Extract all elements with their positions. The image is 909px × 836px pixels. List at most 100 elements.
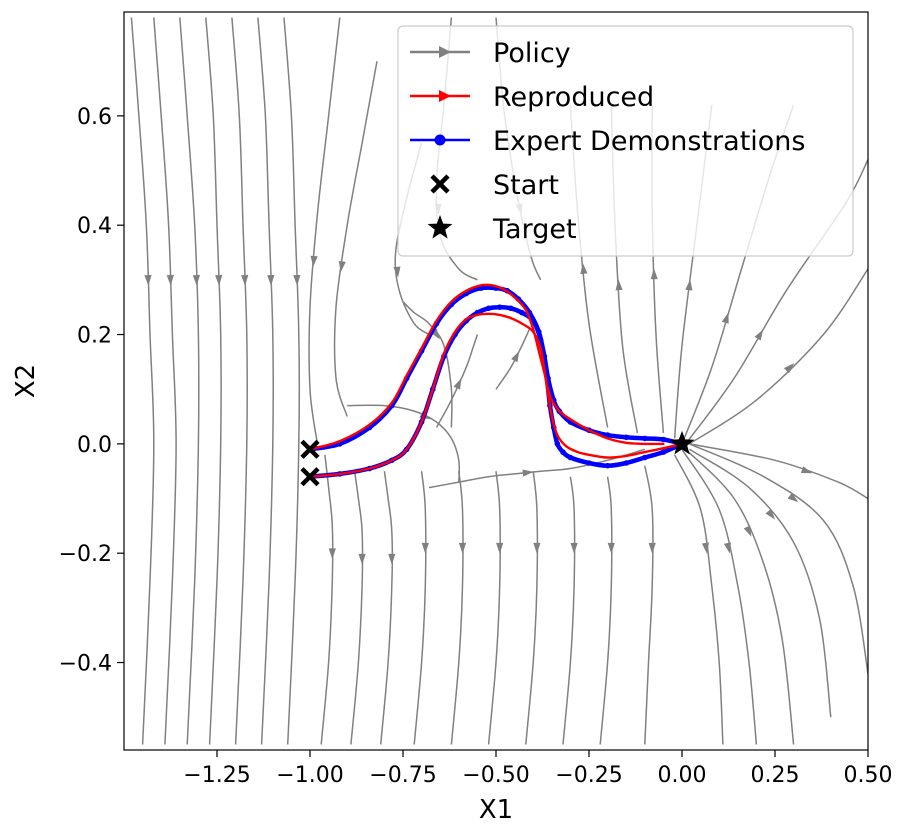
streamline-arrow <box>607 542 615 554</box>
policy-streamline <box>350 471 364 745</box>
policy-streamline <box>681 448 758 745</box>
streamline-arrow <box>648 542 656 554</box>
streamline-arrow <box>338 261 346 273</box>
legend-item-target: Target <box>427 214 577 245</box>
streamline-arrow <box>787 492 799 503</box>
streamline-arrow <box>192 274 200 286</box>
expert-point <box>642 435 648 442</box>
x-axis: −1.25 −1.00 −0.75 −0.50 −0.25 0.00 0.25 0.50 <box>183 750 892 788</box>
legend-label: Expert Demonstrations <box>493 126 805 157</box>
expert-point <box>642 454 648 461</box>
streamline-arrow <box>511 351 520 363</box>
legend-label: Target <box>492 214 577 245</box>
streamline-arrow <box>754 329 764 341</box>
policy-streamline <box>525 471 539 745</box>
policy-streamline <box>179 17 200 745</box>
policy-streamline <box>685 448 795 745</box>
streamline-arrow <box>215 274 223 286</box>
x-tick-label: −1.00 <box>276 763 343 788</box>
x-tick-label: −0.75 <box>369 763 436 788</box>
reproduced-line <box>308 283 665 451</box>
policy-streamline <box>283 17 301 745</box>
marker-layer <box>300 430 695 487</box>
legend-label: Start <box>493 170 559 201</box>
legend-arrow <box>439 90 451 102</box>
policy-streamline <box>257 17 274 745</box>
policy-streamline <box>644 465 654 745</box>
expert-point <box>508 305 514 312</box>
legend-item-policy: Policy <box>410 38 571 69</box>
x-tick-label: −0.25 <box>555 763 622 788</box>
streamline-arrow <box>358 553 366 565</box>
expert-point <box>623 434 629 441</box>
legend-target-marker <box>427 215 453 239</box>
streamline-arrow <box>701 542 709 554</box>
x-axis-label: X1 <box>479 795 513 825</box>
policy-streamline <box>450 471 464 745</box>
policy-streamlines <box>130 17 868 745</box>
legend-item-reproduced: Reproduced <box>410 82 654 113</box>
legend-box <box>397 25 854 257</box>
policy-streamline <box>333 61 378 417</box>
streamline-arrow <box>496 542 504 554</box>
policy-streamline <box>413 471 427 745</box>
start-marker <box>300 467 320 487</box>
policy-streamline <box>689 443 868 674</box>
expert-point <box>496 304 503 311</box>
policy-streamline <box>231 17 248 745</box>
expert-point <box>554 441 561 447</box>
policy-streamline <box>130 17 155 745</box>
reproduced-line <box>308 312 684 478</box>
expert-point <box>485 305 492 312</box>
streamline-arrow <box>293 274 301 286</box>
streamline-arrow <box>144 274 152 286</box>
expert-point <box>660 436 667 443</box>
streamline-arrow <box>310 255 318 267</box>
streamline-arrow <box>421 542 429 554</box>
legend-start-marker <box>430 174 450 194</box>
series-layer <box>307 283 685 480</box>
x-tick-label: 0.00 <box>658 763 707 788</box>
y-tick-label: −0.4 <box>59 652 112 677</box>
x-tick-label: 0.50 <box>844 763 893 788</box>
streamline-arrow <box>650 268 658 280</box>
legend-arrow <box>439 46 451 58</box>
expert-point <box>560 449 566 455</box>
y-axis-label: X2 <box>11 364 41 398</box>
streamline-arrow <box>166 274 174 286</box>
policy-streamline <box>205 17 222 745</box>
policy-streamline <box>153 17 177 745</box>
policy-streamline <box>688 448 832 718</box>
expert-point <box>519 309 525 316</box>
x-tick-label: −1.25 <box>183 763 250 788</box>
expert-point <box>623 460 629 466</box>
expert-point <box>604 432 611 438</box>
y-tick-label: 0.2 <box>77 324 112 349</box>
legend-item-start: Start <box>430 170 559 201</box>
streamline-arrow <box>393 266 401 278</box>
streamline-arrow <box>522 469 534 477</box>
y-tick-label: 0.4 <box>77 214 112 239</box>
expert-point <box>660 449 667 455</box>
policy-streamline <box>487 471 501 745</box>
streamline-arrow <box>267 274 275 286</box>
policy-streamline <box>562 476 576 745</box>
policy-streamline <box>347 404 461 483</box>
streamline-arrow <box>723 542 731 554</box>
legend-item-expert: Expert Demonstrations <box>410 126 805 157</box>
streamline-arrow <box>615 279 623 291</box>
streamline-arrow <box>721 312 729 324</box>
policy-streamline <box>435 334 479 428</box>
target-marker <box>669 430 695 455</box>
streamline-arrow <box>458 542 467 554</box>
legend: Policy Reproduced Expert Demonstrations Sta… <box>397 25 854 257</box>
streamline-arrow <box>570 542 578 554</box>
x-tick-label: −0.50 <box>462 763 529 788</box>
policy-streamline <box>320 454 334 745</box>
streamline-arrow <box>388 553 396 565</box>
streamline-arrow <box>328 548 336 560</box>
legend-label: Reproduced <box>493 82 654 113</box>
y-tick-label: 0.6 <box>77 105 112 130</box>
expert-point <box>604 462 611 469</box>
